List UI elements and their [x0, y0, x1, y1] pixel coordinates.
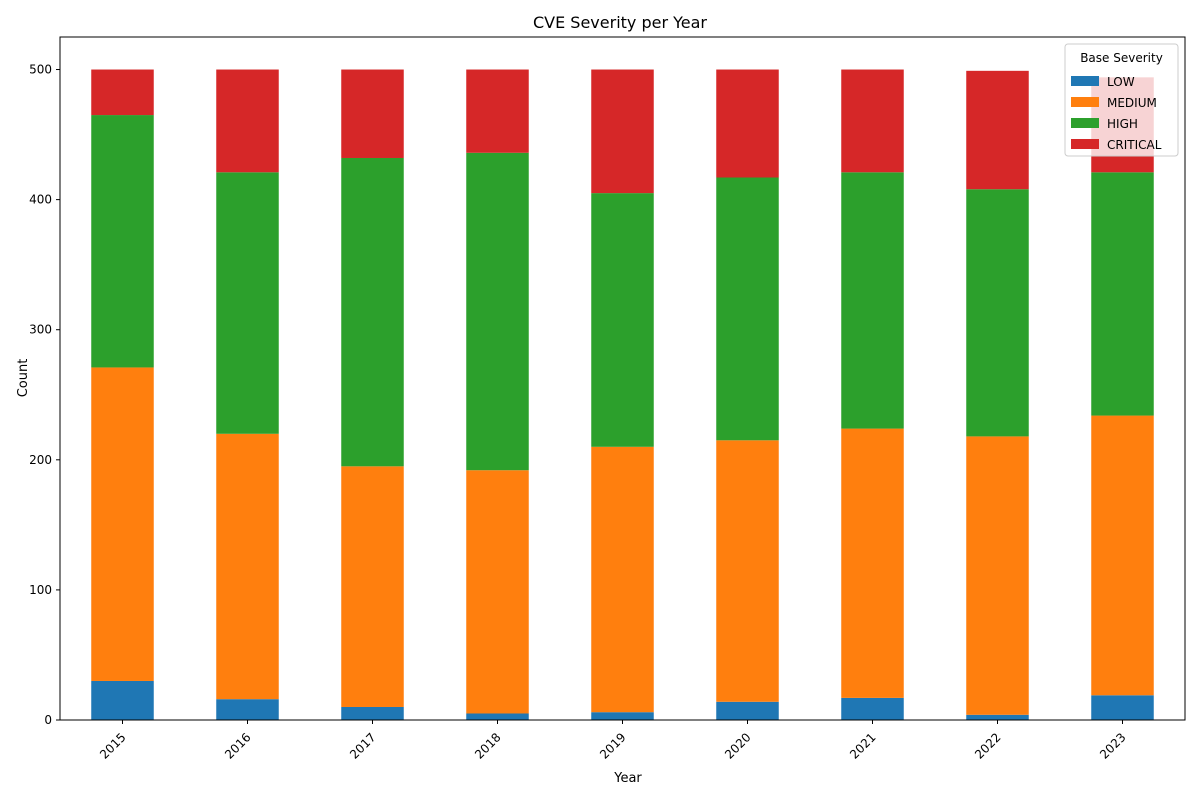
x-axis-label: Year — [613, 771, 642, 786]
bar-critical-2015 — [91, 69, 154, 116]
bar-medium-2016 — [216, 433, 279, 700]
bar-low-2020 — [716, 701, 779, 720]
y-axis-label: Count — [16, 359, 31, 398]
bar-critical-2018 — [466, 69, 529, 153]
bar-high-2019 — [591, 193, 654, 447]
chart-title: CVE Severity per Year — [533, 13, 707, 32]
bar-medium-2022 — [966, 436, 1029, 715]
bar-low-2023 — [1091, 695, 1154, 720]
y-tick-label-400: 400 — [29, 193, 52, 207]
bar-high-2018 — [466, 152, 529, 471]
legend-swatch-high — [1071, 118, 1099, 128]
y-tick-label-500: 500 — [29, 63, 52, 77]
legend: Base Severity LOW MEDIUM HIGH CRITICAL — [1064, 43, 1179, 157]
bar-low-2021 — [841, 697, 904, 720]
y-tick-label-0: 0 — [44, 713, 52, 727]
legend-label-medium: MEDIUM — [1107, 96, 1157, 110]
y-axis: 0 100 200 300 400 500 — [29, 63, 60, 727]
bar-medium-2018 — [466, 470, 529, 714]
bar-high-2020 — [716, 177, 779, 441]
y-tick-label-100: 100 — [29, 583, 52, 597]
bar-medium-2019 — [591, 446, 654, 713]
bar-critical-2017 — [341, 69, 404, 158]
legend-label-critical: CRITICAL — [1107, 138, 1162, 152]
bar-critical-2016 — [216, 69, 279, 173]
legend-title: Base Severity — [1080, 51, 1163, 65]
bar-medium-2021 — [841, 428, 904, 698]
bar-high-2015 — [91, 115, 154, 368]
bars-group — [91, 69, 1154, 720]
y-tick-label-300: 300 — [29, 323, 52, 337]
legend-swatch-critical — [1071, 139, 1099, 149]
bar-medium-2017 — [341, 466, 404, 707]
bar-medium-2015 — [91, 367, 154, 681]
y-tick-label-200: 200 — [29, 453, 52, 467]
bar-medium-2023 — [1091, 415, 1154, 696]
bar-low-2016 — [216, 699, 279, 720]
plot-frame — [59, 36, 1186, 721]
bar-critical-2020 — [716, 69, 779, 178]
legend-swatch-low — [1071, 76, 1099, 86]
legend-label-low: LOW — [1107, 75, 1135, 89]
bar-low-2022 — [966, 714, 1029, 720]
bar-low-2019 — [591, 712, 654, 720]
bar-low-2015 — [91, 680, 154, 720]
legend-label-high: HIGH — [1107, 117, 1138, 131]
bar-critical-2021 — [841, 69, 904, 173]
legend-swatch-medium — [1071, 97, 1099, 107]
bar-high-2023 — [1091, 172, 1154, 416]
bar-high-2021 — [841, 172, 904, 429]
bar-medium-2020 — [716, 440, 779, 702]
bar-high-2017 — [341, 157, 404, 467]
bar-low-2018 — [466, 713, 529, 720]
bar-high-2016 — [216, 172, 279, 434]
bar-critical-2019 — [591, 69, 654, 194]
bar-high-2022 — [966, 189, 1029, 437]
bar-low-2017 — [341, 706, 404, 720]
bar-critical-2022 — [966, 70, 1029, 190]
